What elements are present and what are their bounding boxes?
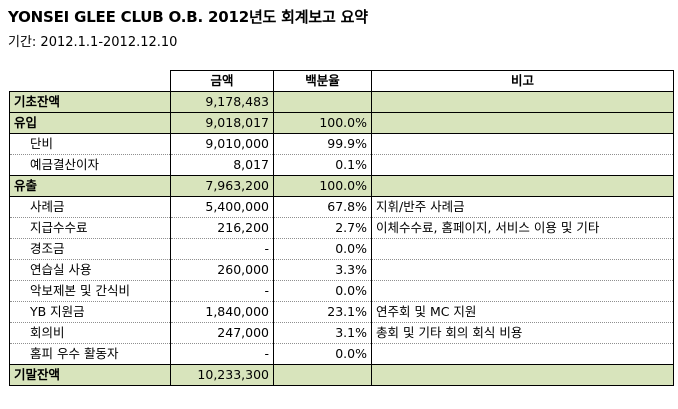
row-note: 이체수수료, 홈페이지, 서비스 이용 및 기타 bbox=[371, 217, 674, 239]
row-label: 홈피 우수 활동자 bbox=[9, 343, 171, 365]
table-row: YB 지원금 1,840,000 23.1% 연주회 및 MC 지원 bbox=[9, 301, 674, 323]
row-percent: 0.1% bbox=[273, 154, 372, 176]
table-row: 지급수수료 216,200 2.7% 이체수수료, 홈페이지, 서비스 이용 및 기타 bbox=[9, 217, 674, 239]
section-row: 기초잔액 9,178,483 bbox=[9, 91, 674, 113]
row-amount: 260,000 bbox=[170, 259, 274, 281]
row-amount: 8,017 bbox=[170, 154, 274, 176]
row-percent: 99.9% bbox=[273, 133, 372, 155]
row-percent: 67.8% bbox=[273, 196, 372, 218]
row-amount: 216,200 bbox=[170, 217, 274, 239]
section-row: 기말잔액 10,233,300 bbox=[9, 364, 674, 386]
row-label: 회의비 bbox=[9, 322, 171, 344]
row-label: 악보제본 및 간식비 bbox=[9, 280, 171, 302]
row-percent: 100.0% bbox=[273, 112, 372, 134]
row-note bbox=[371, 112, 674, 134]
row-label: 사례금 bbox=[9, 196, 171, 218]
row-amount: - bbox=[170, 343, 274, 365]
row-note: 지휘/반주 사례금 bbox=[371, 196, 674, 218]
row-label: YB 지원금 bbox=[9, 301, 171, 323]
row-percent: 3.3% bbox=[273, 259, 372, 281]
row-note bbox=[371, 175, 674, 197]
row-percent bbox=[273, 364, 372, 386]
header-note: 비고 bbox=[371, 70, 674, 92]
row-note bbox=[371, 133, 674, 155]
row-amount: 7,963,200 bbox=[170, 175, 274, 197]
finance-table: 금액 백분율 비고 기초잔액 9,178,483 유입 9,018,017 100.0%… bbox=[9, 70, 674, 386]
row-amount: 5,400,000 bbox=[170, 196, 274, 218]
header-blank bbox=[9, 70, 171, 92]
section-row: 유출 7,963,200 100.0% bbox=[9, 175, 674, 197]
row-percent: 2.7% bbox=[273, 217, 372, 239]
row-note: 총회 및 기타 회의 회식 비용 bbox=[371, 322, 674, 344]
row-amount: - bbox=[170, 238, 274, 260]
row-percent: 100.0% bbox=[273, 175, 372, 197]
table-row: 악보제본 및 간식비 -0.0% bbox=[9, 280, 674, 302]
table-row: 연습실 사용 260,000 3.3% bbox=[9, 259, 674, 281]
row-label: 기말잔액 bbox=[9, 364, 171, 386]
row-note bbox=[371, 280, 674, 302]
row-label: 지급수수료 bbox=[9, 217, 171, 239]
row-label: 경조금 bbox=[9, 238, 171, 260]
row-percent: 0.0% bbox=[273, 238, 372, 260]
table-row: 홈피 우수 활동자 -0.0% bbox=[9, 343, 674, 365]
row-amount: 9,010,000 bbox=[170, 133, 274, 155]
report-period: 기간: 2012.1.1-2012.12.10 bbox=[8, 35, 178, 50]
row-percent: 23.1% bbox=[273, 301, 372, 323]
row-label: 단비 bbox=[9, 133, 171, 155]
row-label: 연습실 사용 bbox=[9, 259, 171, 281]
row-note bbox=[371, 259, 674, 281]
row-note bbox=[371, 154, 674, 176]
row-label: 유출 bbox=[9, 175, 171, 197]
table-row: 경조금 -0.0% bbox=[9, 238, 674, 260]
row-amount: 9,018,017 bbox=[170, 112, 274, 134]
row-note bbox=[371, 364, 674, 386]
table-row: 회의비 247,000 3.1% 총회 및 기타 회의 회식 비용 bbox=[9, 322, 674, 344]
table-row: 예금결산이자 8,017 0.1% bbox=[9, 154, 674, 176]
section-row: 유입 9,018,017 100.0% bbox=[9, 112, 674, 134]
row-amount: - bbox=[170, 280, 274, 302]
row-percent: 0.0% bbox=[273, 280, 372, 302]
report-title: YONSEI GLEE CLUB O.B. 2012년도 회계보고 요약 bbox=[8, 8, 368, 26]
row-percent bbox=[273, 91, 372, 113]
row-label: 예금결산이자 bbox=[9, 154, 171, 176]
header-row: 금액 백분율 비고 bbox=[9, 70, 674, 92]
row-amount: 247,000 bbox=[170, 322, 274, 344]
table-body: 기초잔액 9,178,483 유입 9,018,017 100.0% 단비 9,010,00… bbox=[9, 91, 674, 386]
row-label: 기초잔액 bbox=[9, 91, 171, 113]
header-amount: 금액 bbox=[170, 70, 274, 92]
row-amount: 9,178,483 bbox=[170, 91, 274, 113]
row-note bbox=[371, 91, 674, 113]
header-percent: 백분율 bbox=[273, 70, 372, 92]
row-note: 연주회 및 MC 지원 bbox=[371, 301, 674, 323]
row-note bbox=[371, 238, 674, 260]
row-amount: 1,840,000 bbox=[170, 301, 274, 323]
table-row: 사례금 5,400,000 67.8% 지휘/반주 사례금 bbox=[9, 196, 674, 218]
table-row: 단비 9,010,000 99.9% bbox=[9, 133, 674, 155]
row-percent: 3.1% bbox=[273, 322, 372, 344]
row-note bbox=[371, 343, 674, 365]
row-amount: 10,233,300 bbox=[170, 364, 274, 386]
row-percent: 0.0% bbox=[273, 343, 372, 365]
row-label: 유입 bbox=[9, 112, 171, 134]
